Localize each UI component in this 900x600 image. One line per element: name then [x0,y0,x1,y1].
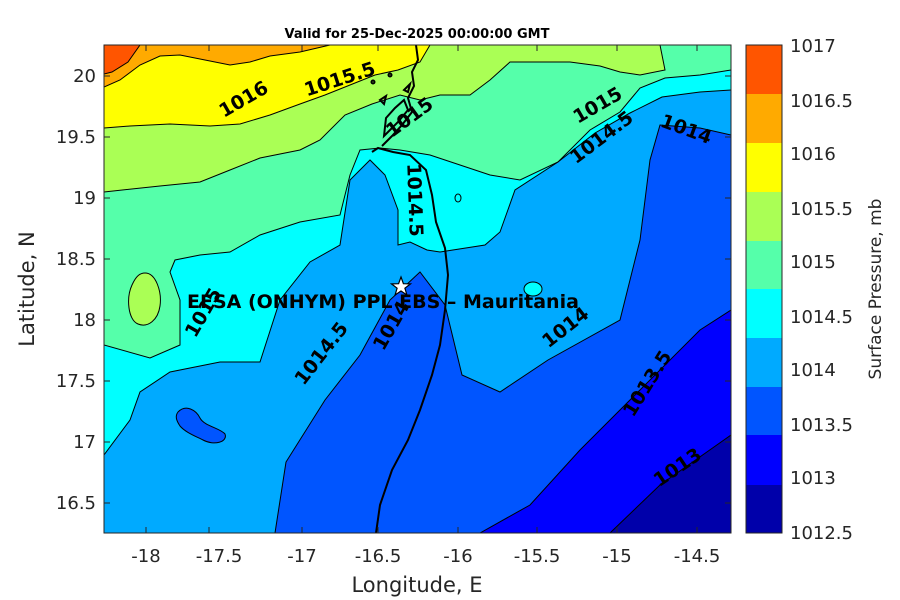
island-high-1014-5 [523,281,543,297]
colorbar-swatch [746,338,782,387]
y-tick-label: 18 [73,310,96,331]
island-low-1013-5 [175,407,226,444]
coastline [370,45,450,533]
colorbar-swatch [746,192,782,241]
islet-1014-5 [454,193,462,203]
contour-label: 1014.5 [402,163,427,237]
colorbar-frame [745,44,783,534]
x-tick-labels: -18 -17.5 -17 -16.5 -16 -15.5 -15 -14.5 [131,546,720,567]
band-1013 [480,310,731,533]
colorbar-tick-label: 1014.5 [790,307,853,328]
contour-lines [104,45,731,533]
y-tick-label: 19.5 [56,127,96,148]
colorbar-tick-label: 1017 [790,36,836,57]
chart-title: Valid for 25-Dec-2025 00:00:00 GMT [285,27,550,42]
y-tick-label: 16.5 [56,493,96,514]
colorbar-swatch [746,435,782,485]
x-tick-label: -16 [443,546,472,567]
x-tick-label: -14.5 [674,546,721,567]
x-axis [145,45,698,533]
y-tick-label: 17 [73,432,96,453]
colorbar-tick-label: 1013 [790,468,836,489]
y-tick-label: 20 [73,66,96,87]
colorbar-tick-labels: 1017 1016.5 1016 1015.5 1015 1014.5 1014… [790,36,853,544]
band-1016 [104,45,430,128]
x-tick-label: -15.5 [514,546,561,567]
contour-fill-layer [104,45,731,533]
colorbar-label: Surface Pressure, mb [866,199,886,380]
colorbar-tick-label: 1015 [790,252,836,273]
band-1012-5 [610,435,731,533]
y-axis-label: Latitude, N [15,231,39,347]
y-tick-label: 19 [73,188,96,209]
colorbar-swatch [746,143,782,192]
site-label: EFSA (ONHYM) PPL EBS – Mauritania [187,291,579,313]
x-tick-label: -15 [602,546,631,567]
colorbar-tick-label: 1016 [790,144,836,165]
colorbar-swatch [746,289,782,338]
colorbar-tick-label: 1012.5 [790,523,853,544]
colorbar-tick-label: 1016.5 [790,91,853,112]
colorbar-swatch [746,45,782,94]
colorbar [745,44,783,534]
site-marker: EFSA (ONHYM) PPL EBS – Mauritania [187,275,579,313]
colorbar-tick-label: 1015.5 [790,199,853,220]
colorbar-swatch [746,94,782,143]
x-axis-label: Longitude, E [351,573,482,597]
x-tick-label: -18 [131,546,160,567]
colorbar-tick-label: 1013.5 [790,415,853,436]
star-icon [389,275,413,297]
colorbar-swatch [746,241,782,289]
x-tick-label: -17 [287,546,316,567]
y-tick-labels: 20 19.5 19 18.5 18 17.5 17 16.5 [56,66,96,514]
island-high-1015-5 [128,272,161,326]
x-tick-label: -16.5 [355,546,402,567]
y-tick-label: 18.5 [56,249,96,270]
colorbar-swatch [746,485,782,533]
x-tick-label: -17.5 [196,546,243,567]
y-tick-label: 17.5 [56,371,96,392]
colorbar-swatch [746,387,782,435]
colorbar-tick-label: 1014 [790,360,836,381]
plot-frame [103,44,732,534]
y-axis [104,75,731,504]
band-1017 [104,45,140,74]
